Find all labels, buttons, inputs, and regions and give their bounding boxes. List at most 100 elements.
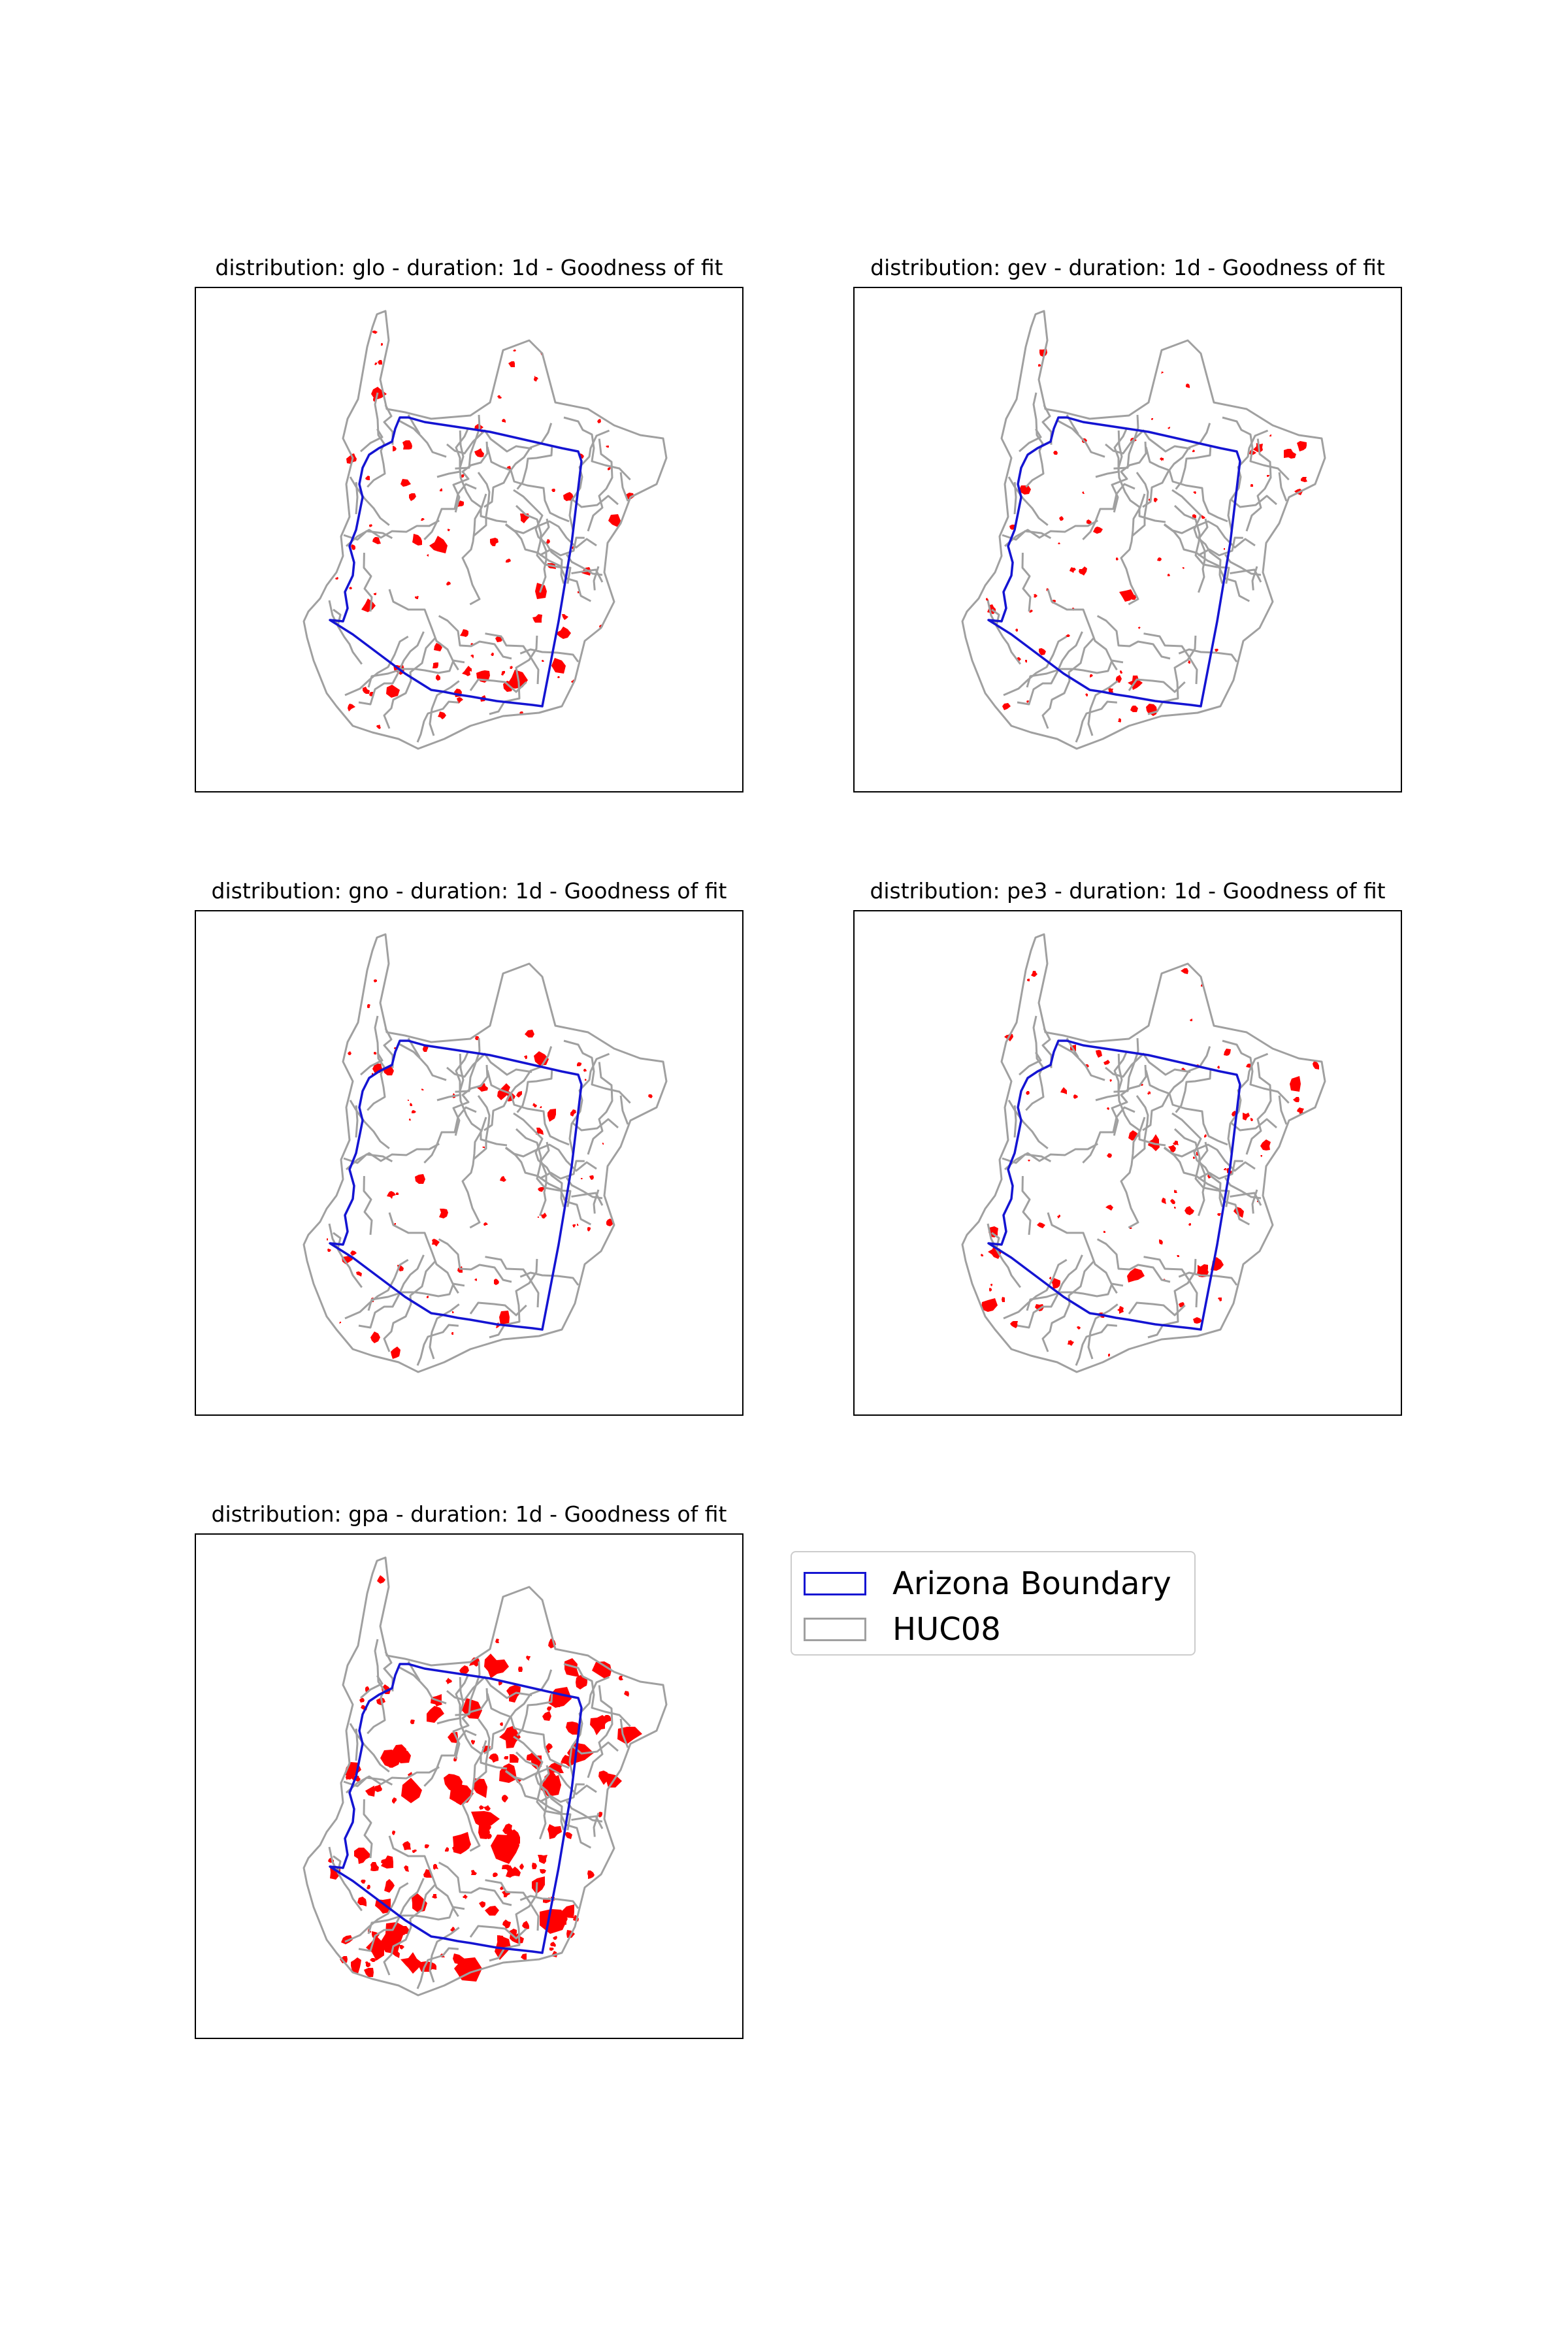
huc08-basin-line xyxy=(473,1718,491,1783)
grid-cell-patch xyxy=(1193,1156,1195,1159)
huc08-basin-line xyxy=(1021,553,1032,612)
huc08-basin-line xyxy=(1105,1053,1191,1078)
huc08-basin-line xyxy=(483,423,553,508)
grid-cell-patch xyxy=(1181,968,1188,974)
grid-cell-patch xyxy=(374,1052,376,1054)
grid-cell-patch xyxy=(410,1720,415,1724)
grid-cell-patch xyxy=(500,1176,506,1182)
huc08-basin-line xyxy=(1041,1260,1094,1352)
grid-cell-patch xyxy=(365,476,370,480)
huc08-basin-line xyxy=(539,1141,550,1217)
huc08-basin-line xyxy=(388,1835,459,1918)
grid-cell-patch xyxy=(446,1678,452,1684)
huc08-basin-line xyxy=(388,1212,459,1294)
legend: Arizona Boundary HUC08 xyxy=(791,1551,1196,1656)
grid-cell-patch xyxy=(381,1859,387,1864)
map-panel-pe3 xyxy=(853,910,1402,1416)
grid-cell-patch xyxy=(577,1062,581,1066)
huc08-basin-line xyxy=(539,518,550,593)
grid-cell-patch xyxy=(1053,451,1058,455)
huc08-basin-line xyxy=(486,1693,570,1769)
grid-cell-patch xyxy=(1183,567,1184,569)
grid-cell-patch xyxy=(1010,1321,1018,1328)
grid-cell-patch xyxy=(1297,441,1307,451)
huc08-basin-line xyxy=(399,419,447,458)
huc08-basin-line xyxy=(485,1256,540,1308)
grid-cell-patch xyxy=(341,1935,353,1944)
grid-cell-patch xyxy=(590,1715,608,1735)
grid-cell-patch xyxy=(1127,1268,1145,1282)
grid-cell-patch xyxy=(471,1870,477,1875)
grid-cell-patch xyxy=(438,711,446,719)
grid-cell-patch xyxy=(1157,557,1162,561)
panel-title-gno: distribution: gno - duration: 1d - Goodn… xyxy=(211,878,727,904)
grid-cell-patch xyxy=(1250,484,1253,487)
huc08-basin-line xyxy=(349,476,390,526)
grid-cell-patch xyxy=(521,1953,527,1961)
grid-cell-patch xyxy=(508,361,515,367)
huc08-basin-line xyxy=(1173,504,1230,584)
grid-cell-patch xyxy=(401,1778,422,1803)
grid-cell-patch xyxy=(1192,449,1195,452)
grid-cell-patch xyxy=(365,1961,370,1967)
map-svg-gpa xyxy=(302,1556,668,1997)
grid-cell-patch xyxy=(1049,1277,1051,1279)
grid-cell-patch xyxy=(516,1091,522,1098)
grid-cell-patch xyxy=(427,554,429,557)
grid-cell-patch xyxy=(566,1722,580,1735)
huc08-basin-line xyxy=(587,1685,613,1778)
huc08-basin-line xyxy=(1021,1176,1032,1235)
grid-cell-patch xyxy=(493,1872,498,1877)
map-svg-gno xyxy=(302,933,668,1373)
grid-cell-patch xyxy=(1215,649,1218,652)
gray-outline-swatch-icon xyxy=(804,1618,866,1641)
grid-cell-patch xyxy=(576,1675,587,1690)
grid-cell-patch xyxy=(1026,1091,1030,1095)
grid-cell-patch xyxy=(491,1835,519,1864)
grid-cell-patch xyxy=(1174,1207,1176,1209)
huc08-basin-line xyxy=(346,519,440,547)
grid-cell-patch xyxy=(538,1855,547,1864)
huc08-basin-line xyxy=(1047,589,1118,671)
huc08-basin-line xyxy=(571,1192,604,1206)
grid-cell-patch xyxy=(1218,1298,1222,1301)
map-svg-gev xyxy=(961,310,1326,750)
huc08-basin-line xyxy=(358,1254,425,1329)
grid-cell-patch xyxy=(510,666,513,669)
huc08-basin-line xyxy=(344,1882,409,1943)
huc08-outer-boundary xyxy=(961,933,1326,1373)
grid-cell-patch xyxy=(396,1192,399,1195)
grid-cell-patch xyxy=(376,725,381,729)
grid-cell-patch xyxy=(550,1942,556,1947)
grid-cell-patch xyxy=(404,1865,409,1872)
grid-cell-patch xyxy=(1284,449,1296,459)
grid-cell-patch xyxy=(1162,1198,1166,1204)
huc08-basin-line xyxy=(563,1663,631,1727)
grid-cell-patch xyxy=(399,1945,404,1950)
grid-cell-patch xyxy=(1107,1153,1112,1158)
huc08-basin-line xyxy=(587,438,613,532)
huc08-basin-line xyxy=(991,608,1021,665)
grid-cell-patch xyxy=(363,687,370,694)
grid-cell-patch xyxy=(409,493,416,501)
grid-cell-patch xyxy=(485,1906,499,1916)
grid-cell-patch xyxy=(581,1178,583,1179)
grid-cell-patch xyxy=(410,1103,412,1106)
huc08-basin-line xyxy=(346,1766,440,1794)
huc08-basin-line xyxy=(461,493,487,606)
grid-cell-patch xyxy=(1224,1168,1226,1171)
huc08-basin-line xyxy=(1096,615,1171,660)
grid-cell-patch xyxy=(1260,1155,1262,1157)
grid-cell-patch xyxy=(374,593,376,595)
huc08-basin-line xyxy=(572,1118,619,1132)
grid-cell-patch xyxy=(602,1143,604,1145)
grid-cell-patch xyxy=(1160,457,1164,461)
huc08-basin-line xyxy=(571,568,604,583)
grid-cell-patch xyxy=(482,1147,485,1149)
huc08-basin-line xyxy=(1017,1254,1083,1329)
grid-cell-patch xyxy=(1058,542,1060,544)
grid-cell-patch xyxy=(502,1823,514,1835)
grid-cell-patch xyxy=(1168,427,1170,429)
huc08-basin-line xyxy=(1105,429,1191,455)
grid-cell-patch xyxy=(1086,519,1092,524)
